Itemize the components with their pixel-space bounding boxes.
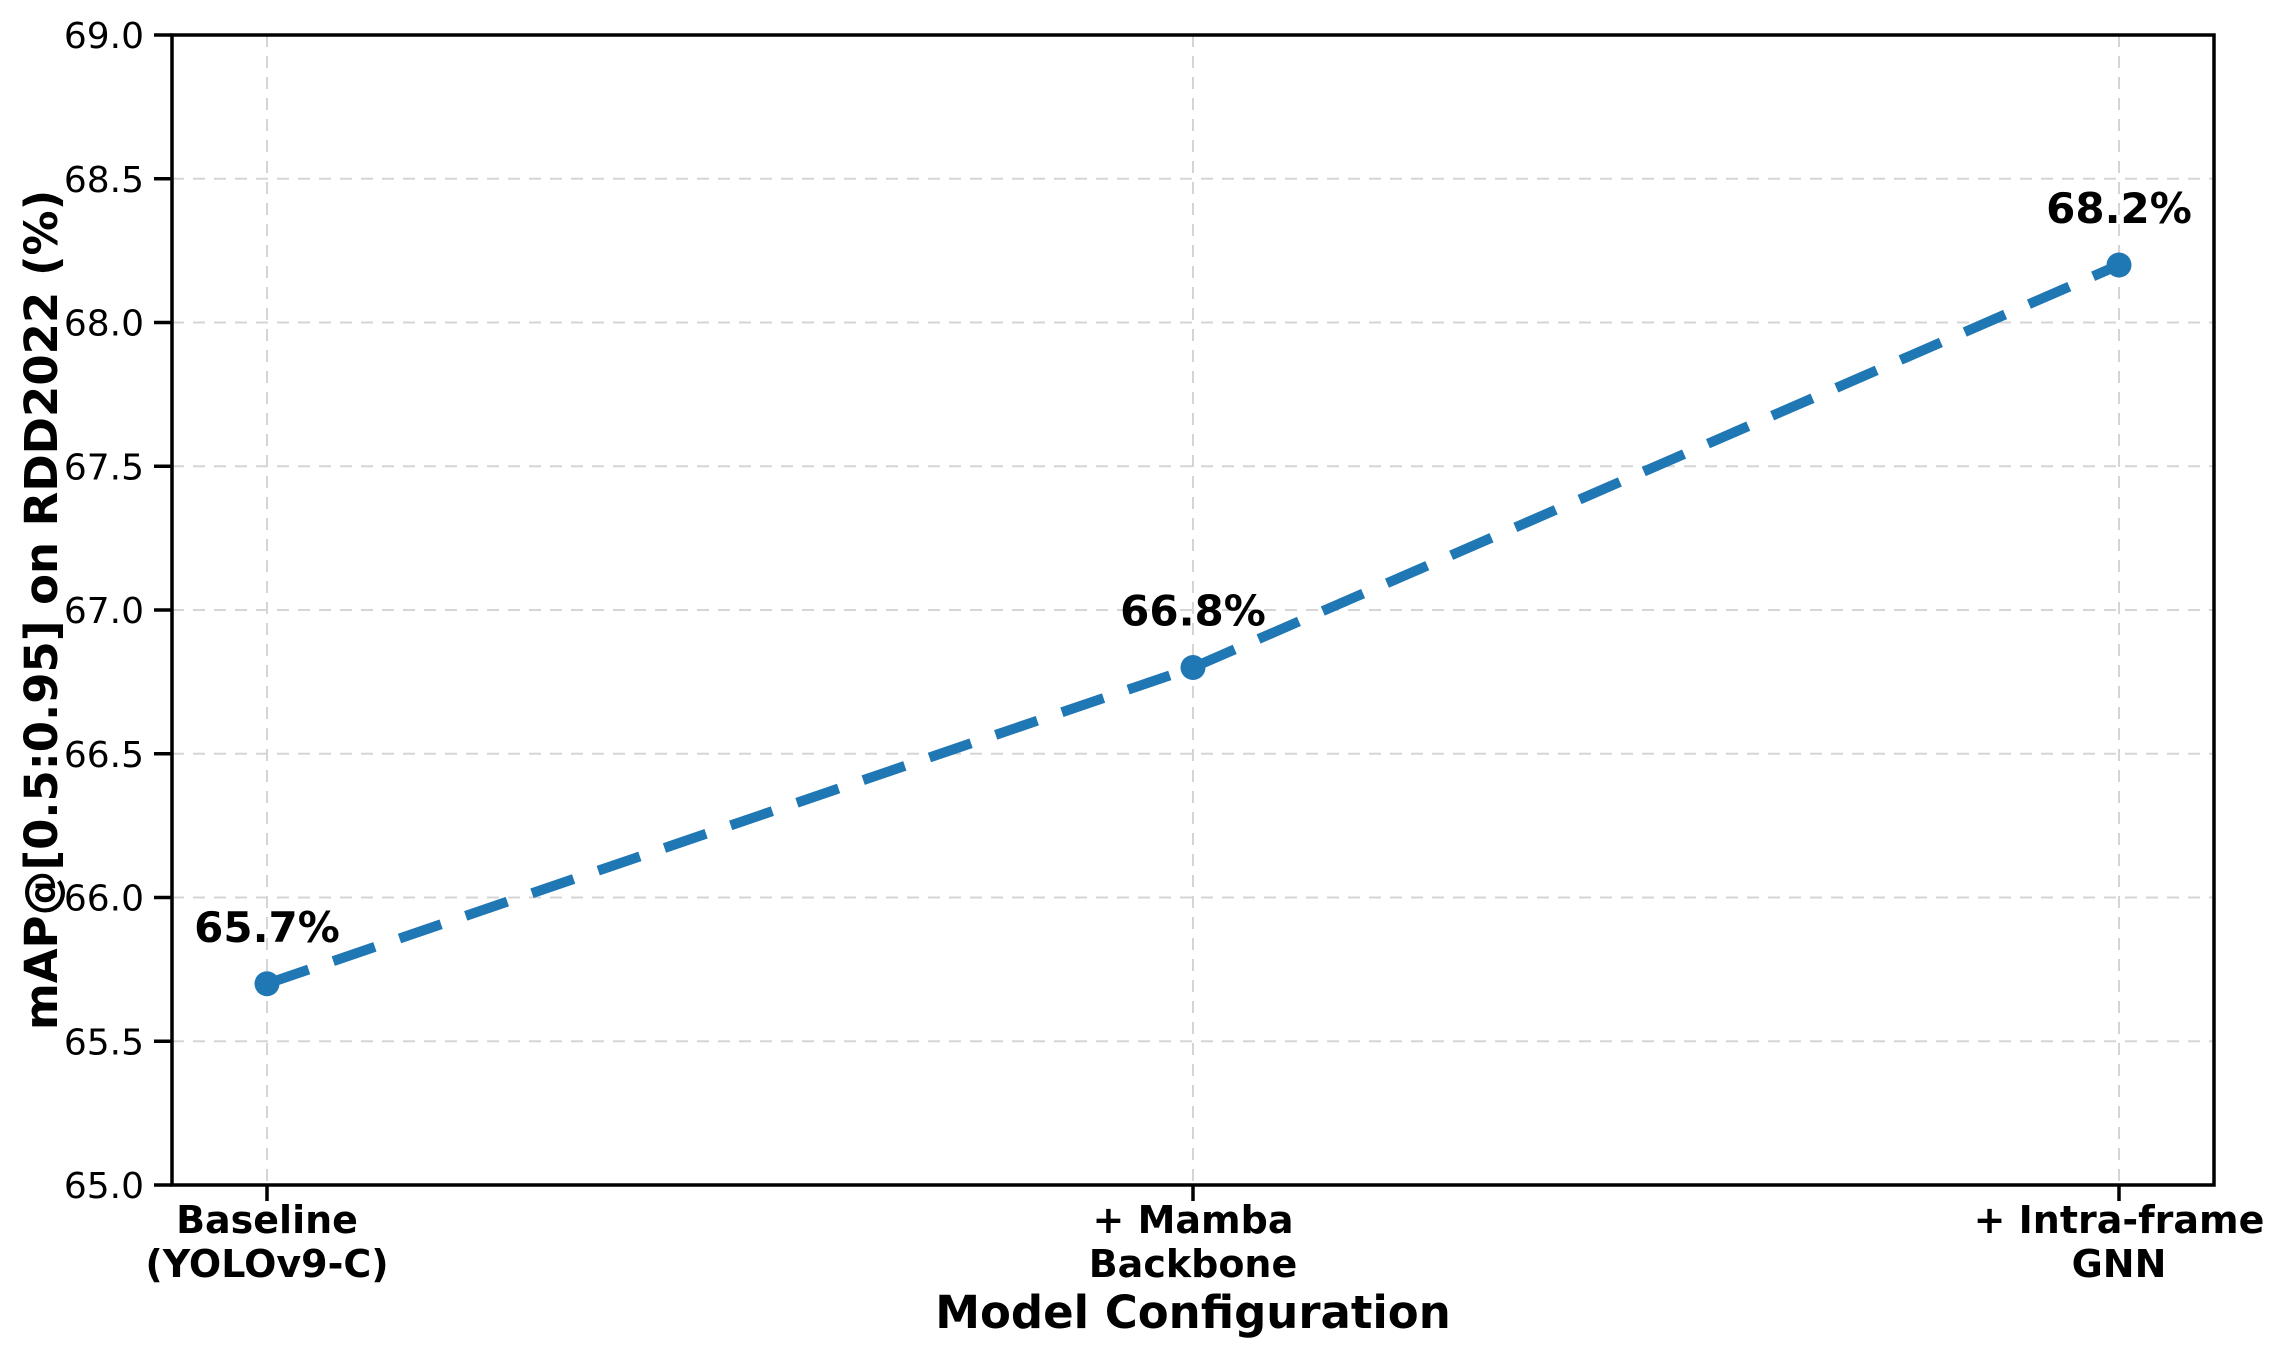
y-tick-label: 65.0 [64, 1166, 144, 1207]
data-point-label: 66.8% [1120, 587, 1266, 636]
y-tick-label: 66.5 [64, 735, 144, 776]
data-point [1180, 655, 1206, 680]
y-tick-label: 65.5 [64, 1022, 144, 1063]
data-point-label: 68.2% [2046, 184, 2192, 233]
y-axis-label: mAP@[0.5:0.95] on RDD2022 (%) [15, 190, 68, 1030]
x-axis-label: Model Configuration [935, 1286, 1451, 1339]
x-tick-label: + Mamba Backbone [1089, 1198, 1298, 1286]
y-tick-label: 68.5 [64, 160, 144, 201]
plot-border [170, 33, 2216, 1187]
data-point [2106, 252, 2132, 278]
data-line [265, 260, 2121, 989]
data-point [254, 971, 280, 997]
y-tick-label: 67.0 [64, 591, 144, 632]
y-tick-label: 69.0 [64, 16, 144, 57]
data-point-label: 65.7% [194, 903, 340, 952]
x-tick-label: + Intra-frame GNN [1974, 1198, 2265, 1286]
y-tick-label: 67.5 [64, 447, 144, 488]
y-tick-label: 66.0 [64, 879, 144, 920]
y-tick-label: 68.0 [64, 304, 144, 345]
x-tick-label: Baseline (YOLOv9-C) [145, 1198, 388, 1286]
